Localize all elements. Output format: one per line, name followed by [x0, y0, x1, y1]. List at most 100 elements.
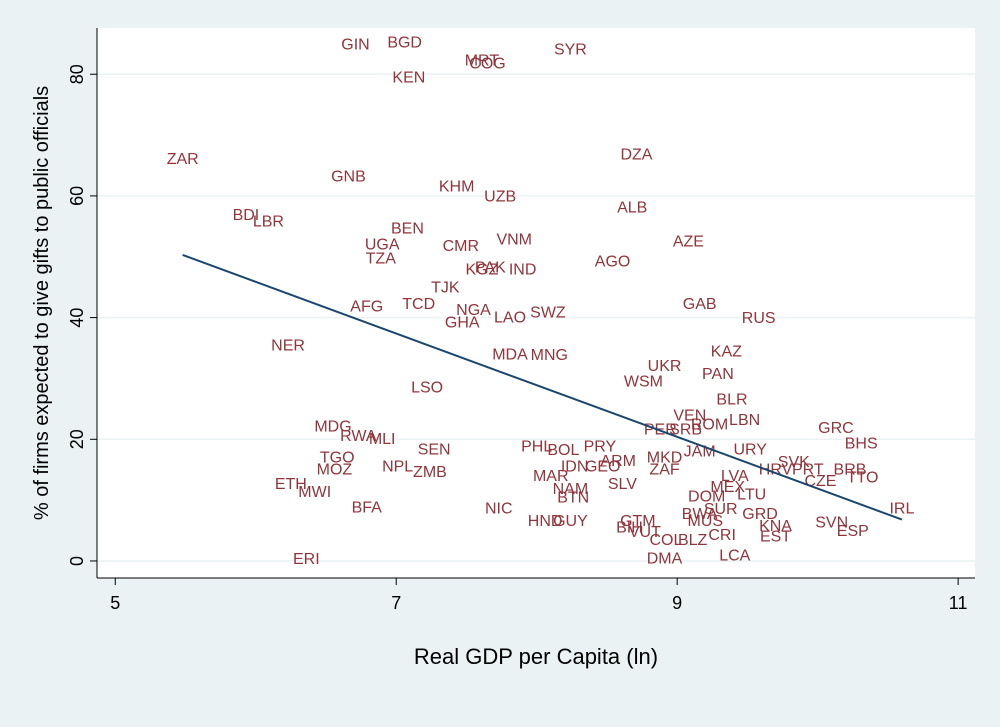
point-label: SVK [778, 454, 810, 471]
point-label: SWZ [530, 305, 566, 322]
y-tick-label: 60 [67, 186, 87, 206]
x-tick-label: 5 [110, 593, 120, 613]
point-label: SLV [608, 476, 637, 493]
point-label: BDI [233, 207, 260, 224]
point-label: SVN [815, 514, 848, 531]
point-label: NPL [382, 458, 413, 475]
point-label: BHS [845, 435, 878, 452]
point-label: BLR [716, 392, 747, 409]
point-label: GEO [585, 458, 621, 475]
point-label: VEN [673, 407, 706, 424]
point-label: ZAF [649, 462, 679, 479]
point-label: HRV [759, 462, 793, 479]
point-label: LBN [729, 412, 760, 429]
point-label: UZB [484, 188, 516, 205]
point-label: ERI [293, 551, 320, 568]
point-label: SUR [704, 501, 738, 518]
point-label: SYR [554, 42, 587, 59]
point-label: TTO [847, 469, 879, 486]
point-label: EST [760, 528, 791, 545]
point-label: GUY [553, 513, 588, 530]
point-label: MNG [531, 347, 568, 364]
point-label: BGD [387, 34, 422, 51]
point-label: SRB [669, 421, 702, 438]
point-label: NAM [553, 481, 589, 498]
point-label: BRB [834, 462, 867, 479]
point-label: NGA [456, 302, 491, 319]
point-label: ROM [691, 417, 728, 434]
point-label: BWA [682, 506, 718, 523]
point-label: CMR [443, 238, 479, 255]
point-label: DMA [647, 550, 683, 567]
point-label: KAZ [711, 343, 742, 360]
point-label: GRC [818, 420, 854, 437]
point-label: WSM [624, 373, 663, 390]
point-label: LVA [721, 468, 749, 485]
point-label: VUT [629, 524, 661, 541]
point-label: HND [528, 513, 563, 530]
point-label: AGO [595, 253, 631, 270]
point-label: LTU [737, 486, 766, 503]
point-label: ESP [837, 523, 869, 540]
point-label: URY [733, 441, 767, 458]
point-label: KGZ [465, 261, 498, 278]
fit-line [182, 253, 903, 521]
point-label: VNM [496, 232, 532, 249]
point-label: BEN [391, 221, 424, 238]
point-label: PAK [475, 260, 506, 277]
point-label: DZA [620, 146, 652, 163]
point-label: ARM [600, 453, 636, 470]
y-tick-label: 40 [67, 308, 87, 328]
point-label: KNA [759, 518, 792, 535]
x-tick-label: 7 [391, 593, 401, 613]
point-label: MDG [314, 418, 351, 435]
point-label: LCA [719, 547, 750, 564]
point-label: BLZ [678, 532, 708, 549]
y-tick-label: 80 [67, 64, 87, 84]
point-label: IDN [561, 458, 589, 475]
point-label: TJK [431, 280, 460, 297]
point-label: BIH [616, 519, 643, 536]
point-label: PRT [792, 462, 824, 479]
point-label: RWA [340, 428, 377, 445]
plot-area [97, 28, 975, 578]
point-label: KHM [439, 179, 475, 196]
point-label: ZAR [167, 151, 199, 168]
point-label: COL [649, 532, 682, 549]
point-label: PRY [584, 438, 617, 455]
point-label: ZMB [413, 464, 447, 481]
point-label: GNB [331, 168, 366, 185]
y-tick-label: 20 [67, 429, 87, 449]
point-label: PAN [702, 366, 734, 383]
point-label: BOL [547, 442, 579, 459]
point-label: CZE [804, 473, 836, 490]
point-label: BFA [352, 499, 383, 516]
point-label: KEN [392, 70, 425, 87]
point-label: MEX [710, 479, 745, 496]
point-label: SEN [418, 441, 451, 458]
point-label: TZA [366, 250, 397, 267]
point-label: LAO [494, 309, 526, 326]
point-label: TCD [402, 296, 435, 313]
point-label: LSO [411, 379, 443, 396]
point-label: RUS [742, 310, 776, 327]
point-label: GIN [341, 36, 369, 53]
point-label: GTM [620, 513, 656, 530]
point-label: UGA [365, 236, 400, 253]
point-label: MDA [492, 347, 528, 364]
point-label: MUS [687, 513, 723, 530]
point-label: ALB [617, 199, 647, 216]
y-tick-label: 0 [67, 556, 87, 566]
point-label: GRD [742, 506, 778, 523]
point-label: MKD [647, 449, 683, 466]
point-label: MOZ [317, 462, 353, 479]
point-label: MRT [465, 53, 500, 70]
y-axis-title: % of firms expected to give gifts to pub… [31, 86, 53, 520]
point-label: AFG [350, 298, 383, 315]
x-axis-title: Real GDP per Capita (ln) [414, 644, 658, 669]
point-label: UKR [648, 358, 682, 375]
point-label: PHL [521, 438, 552, 455]
point-label: BTN [557, 490, 589, 507]
point-label: TGO [320, 449, 355, 466]
